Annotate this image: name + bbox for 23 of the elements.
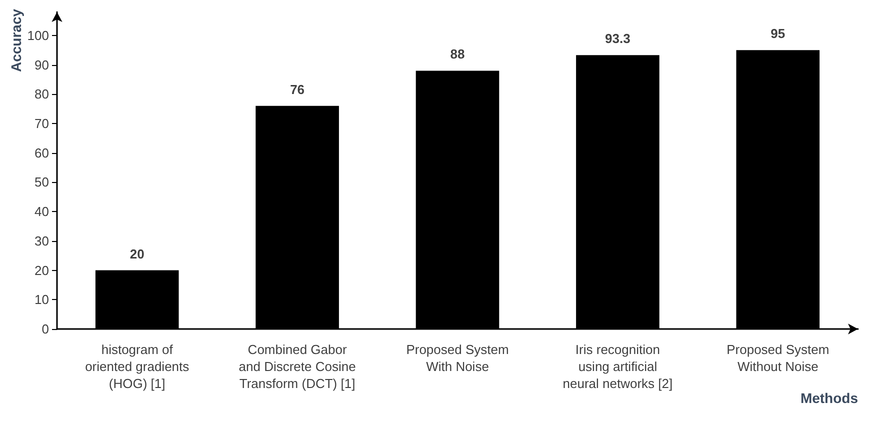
y-tick-label: 60 (34, 145, 49, 160)
y-tick-label: 50 (34, 174, 49, 190)
y-tick-label: 80 (34, 86, 49, 102)
x-tick-label: Proposed System Without Noise (726, 342, 830, 374)
data-label: 88 (450, 46, 465, 62)
x-tick-label: Combined Gabor and Discrete Cosine Transform (DCT) [1] (238, 342, 356, 391)
y-tick-label: 90 (34, 57, 49, 72)
data-label: 95 (770, 26, 786, 42)
y-tick-label: 30 (34, 233, 49, 248)
x-tick-label: histogram of oriented gradients (HOG) [1] (85, 342, 190, 391)
y-tick-label: 20 (34, 262, 49, 278)
y-tick-label: 70 (34, 116, 49, 132)
y-tick-label: 100 (27, 28, 49, 43)
y-tick-label: 0 (42, 322, 49, 336)
x-axis-title: Methods (800, 390, 858, 406)
y-tick-label: 40 (34, 204, 49, 220)
y-axis-title: Accuracy (8, 8, 24, 72)
y-tick-label: 10 (34, 292, 49, 308)
x-tick-label: Proposed System With Noise (406, 342, 509, 374)
data-label: 20 (130, 246, 144, 262)
data-label: 76 (290, 82, 305, 97)
x-tick-label: Iris recognition using artificial neural networks [2] (562, 342, 673, 391)
data-label: 93.3 (605, 31, 630, 46)
